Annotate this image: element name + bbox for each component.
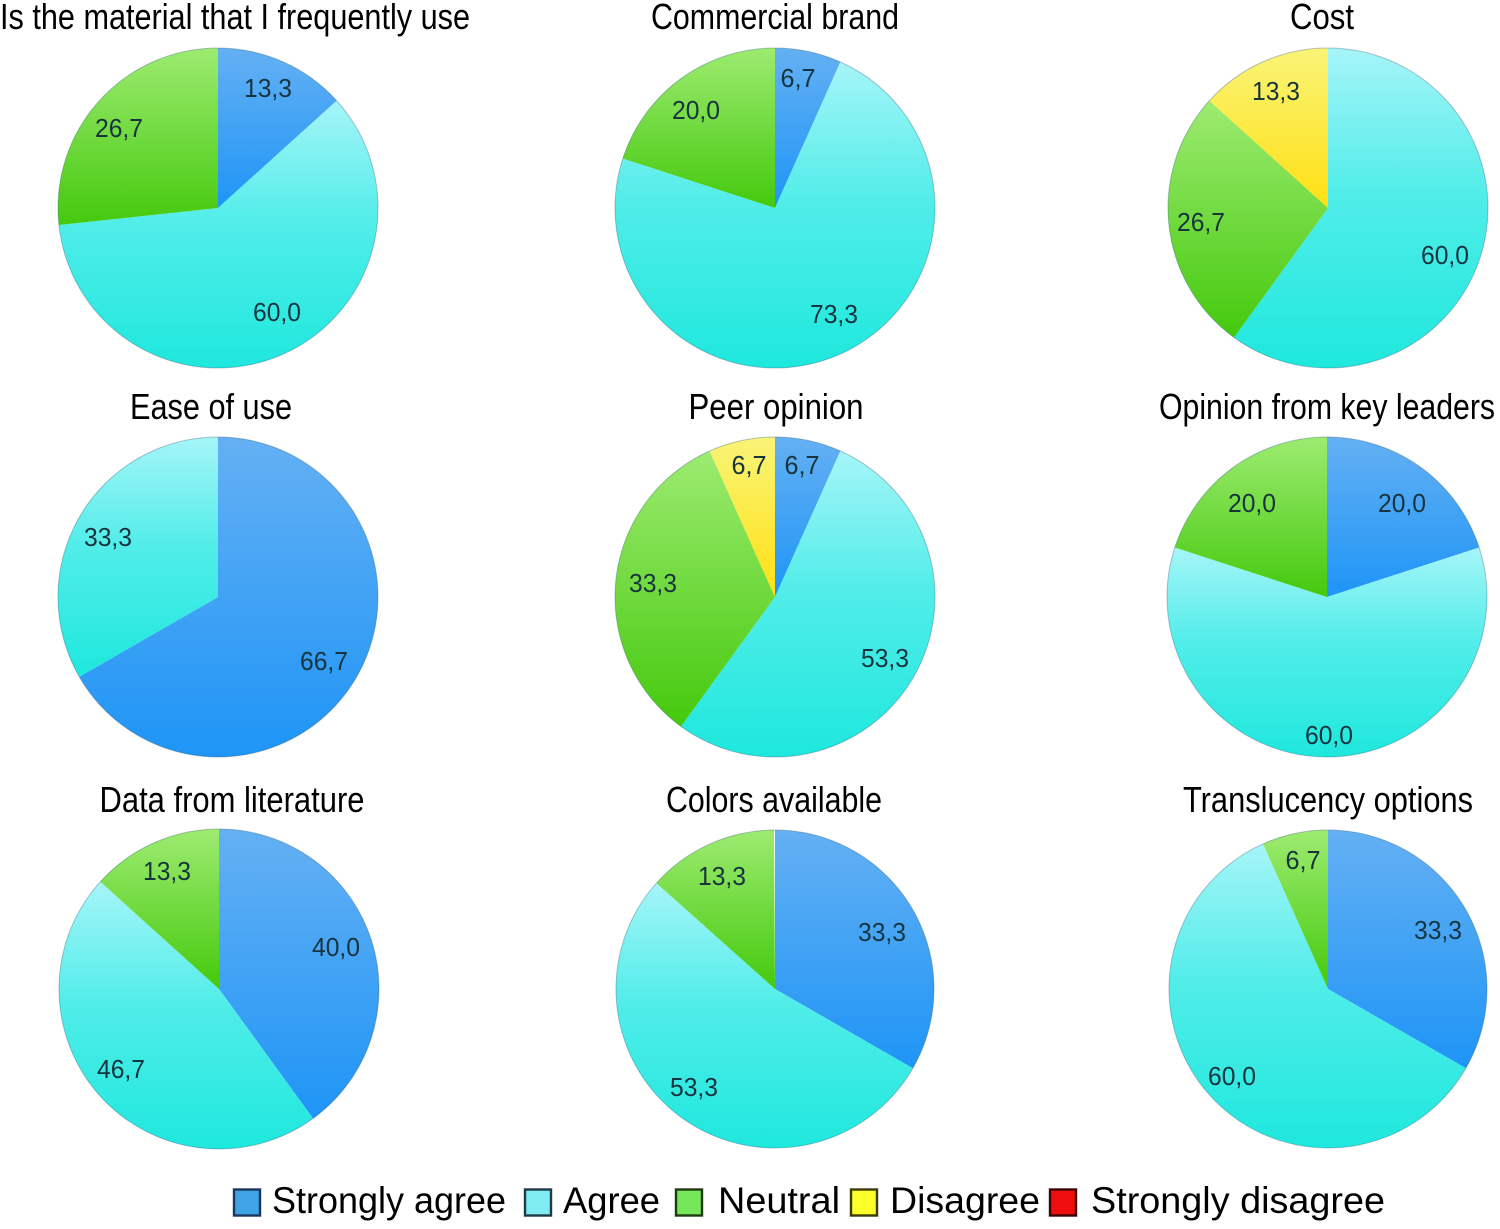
svg-text:33,3: 33,3 <box>629 568 677 598</box>
svg-text:Commercial brand: Commercial brand <box>651 0 899 37</box>
svg-text:Strongly agree: Strongly agree <box>272 1180 506 1221</box>
svg-text:60,0: 60,0 <box>1421 240 1469 270</box>
svg-text:13,3: 13,3 <box>1252 76 1300 106</box>
svg-text:73,3: 73,3 <box>810 299 858 329</box>
svg-text:33,3: 33,3 <box>1414 915 1462 945</box>
svg-text:6,7: 6,7 <box>1286 845 1321 875</box>
svg-text:6,7: 6,7 <box>732 450 767 480</box>
svg-text:26,7: 26,7 <box>95 113 143 143</box>
svg-text:6,7: 6,7 <box>785 450 820 480</box>
svg-text:6,7: 6,7 <box>781 63 816 93</box>
svg-text:33,3: 33,3 <box>84 522 132 552</box>
svg-text:33,3: 33,3 <box>858 917 906 947</box>
svg-text:13,3: 13,3 <box>143 856 191 886</box>
svg-text:13,3: 13,3 <box>244 73 292 103</box>
svg-text:20,0: 20,0 <box>1378 488 1426 518</box>
svg-text:Is the material that I frequen: Is the material that I frequently use <box>0 0 470 37</box>
svg-text:Agree: Agree <box>563 1180 660 1221</box>
svg-text:53,3: 53,3 <box>670 1072 718 1102</box>
svg-text:60,0: 60,0 <box>1208 1061 1256 1091</box>
svg-text:Opinion from key leaders: Opinion from key leaders <box>1159 386 1495 427</box>
svg-text:Neutral: Neutral <box>718 1180 840 1221</box>
svg-text:66,7: 66,7 <box>300 646 348 676</box>
svg-text:Strongly disagree: Strongly disagree <box>1091 1180 1385 1221</box>
svg-text:40,0: 40,0 <box>312 932 360 962</box>
svg-text:Data from literature: Data from literature <box>100 779 365 820</box>
svg-text:60,0: 60,0 <box>253 297 301 327</box>
svg-text:13,3: 13,3 <box>698 861 746 891</box>
svg-text:Colors available: Colors available <box>666 779 882 820</box>
svg-text:46,7: 46,7 <box>97 1054 145 1084</box>
svg-text:60,0: 60,0 <box>1305 720 1353 750</box>
svg-text:20,0: 20,0 <box>672 95 720 125</box>
svg-text:26,7: 26,7 <box>1177 207 1225 237</box>
svg-text:20,0: 20,0 <box>1228 488 1276 518</box>
svg-text:Cost: Cost <box>1290 0 1354 37</box>
svg-text:Disagree: Disagree <box>890 1180 1040 1221</box>
svg-text:Peer opinion: Peer opinion <box>689 386 864 427</box>
svg-text:Ease of use: Ease of use <box>130 386 292 427</box>
svg-text:53,3: 53,3 <box>861 643 909 673</box>
svg-text:Translucency options: Translucency options <box>1183 779 1473 820</box>
